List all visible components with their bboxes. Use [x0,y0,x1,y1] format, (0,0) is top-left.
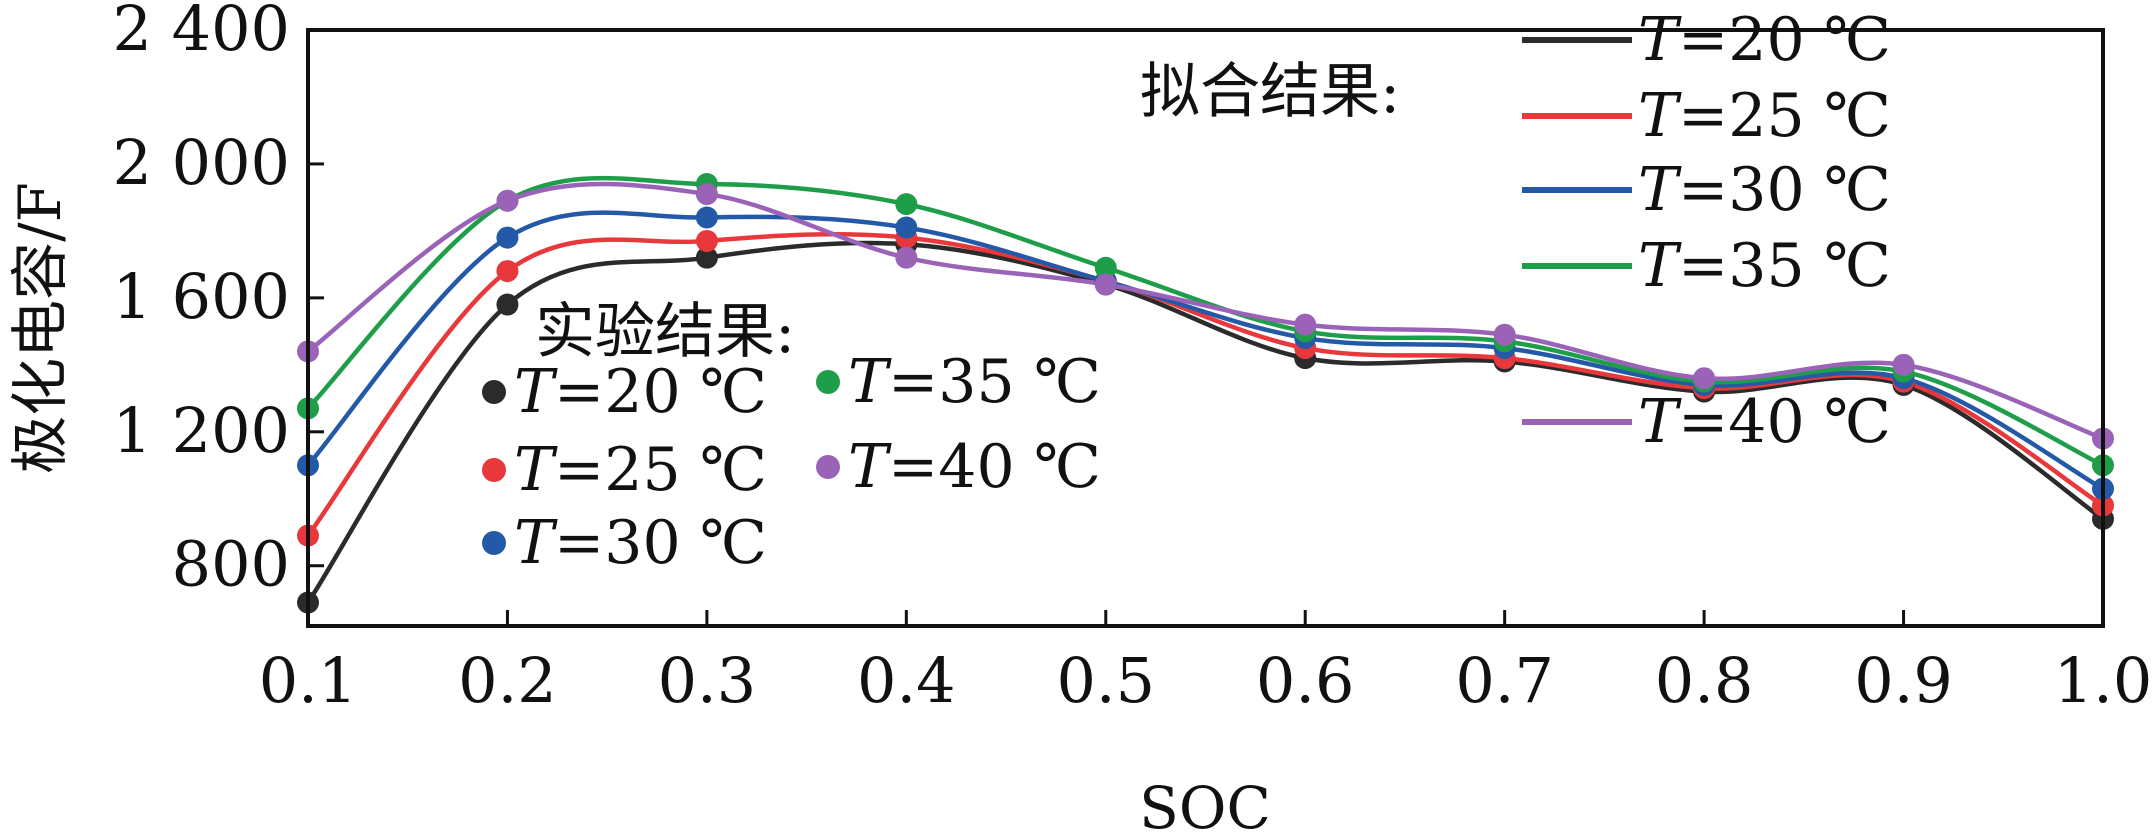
fit-legend-entry: T=25 ℃ [1638,81,1891,151]
x-tick-label: 0.8 [1655,644,1754,717]
fit-line-series-0 [306,240,2105,604]
data-point-series-1 [496,260,519,283]
fit-legend-entry: T=35 ℃ [1638,231,1891,301]
x-tick-label: 0.7 [1455,644,1554,717]
y-tick-label: 1 200 [113,394,291,467]
experiment-legend-entry: T=35 ℃ [848,347,1101,417]
data-point-series-0 [695,246,718,269]
experiment-legend-marker [482,380,506,404]
x-axis: 0.1 0.2 0.3 0.4 0.5 0.6 0.7 0.8 0.9 1.0 [259,610,2153,717]
plot-frame [306,28,2105,628]
fit-legend-entry: T=40 ℃ [1638,387,1891,457]
x-tick-label: 0.3 [658,644,757,717]
y-axis-title: 极化电容/F [6,182,74,474]
experiment-legend-entry: T=40 ℃ [848,432,1101,502]
data-point-series-2 [695,206,718,229]
data-point-series-3 [895,193,918,216]
x-tick-label: 0.4 [857,644,956,717]
experiment-legend-marker [816,370,840,394]
data-point-series-4 [1892,353,1915,376]
data-point-series-4 [895,246,918,269]
data-point-series-2 [895,216,918,239]
x-tick-label: 0.9 [1854,644,1953,717]
data-point-series-4 [1094,273,1117,296]
data-point-series-0 [496,293,519,316]
experiment-legend-entry: T=20 ℃ [514,357,767,427]
data-point-series-2 [496,226,519,249]
data-point-series-4 [496,189,519,212]
fit-legend-entry: T=20 ℃ [1638,5,1891,75]
y-tick-label: 1 600 [113,260,291,333]
data-point-series-4 [695,183,718,206]
experiment-legend-marker [482,531,506,555]
x-tick-label: 0.1 [259,644,358,717]
fit-legend-title: 拟合结果: [1140,57,1400,127]
x-tick-label: 1.0 [2054,644,2153,717]
experiment-legend-marker [816,455,840,479]
x-axis-title: SOC [1139,774,1271,839]
experiment-legend-entry: T=30 ℃ [514,508,767,578]
experiment-legend: 实验结果: T=20 ℃ T=25 ℃T=30 ℃ T=35 ℃ T=40 ℃ [482,297,1101,578]
x-tick-label: 0.5 [1056,644,1155,717]
data-point-series-4 [1294,313,1317,336]
experiment-legend-entry: T=25 ℃ [514,435,767,505]
data-point-series-3 [1094,256,1117,279]
experiment-legend-title: 实验结果: [535,297,795,367]
fit-line-series-2 [306,210,2105,491]
y-axis: 800 1 200 1 600 2 000 2 400 [113,0,324,601]
fit-legend: 拟合结果: T=20 ℃T=25 ℃T=30 ℃T=35 ℃ T=40 ℃ [1140,5,1891,457]
y-tick-label: 2 000 [113,126,291,199]
y-tick-label: 800 [172,528,290,601]
data-point-series-4 [1693,367,1716,390]
fit-line-series-4 [306,181,2104,441]
x-tick-label: 0.6 [1256,644,1355,717]
x-tick-label: 0.2 [458,644,557,717]
y-tick-label: 2 400 [113,0,291,65]
experiment-legend-marker [482,458,506,482]
data-point-series-4 [1493,323,1516,346]
fit-legend-entry: T=30 ℃ [1638,155,1891,225]
fit-lines [306,175,2105,604]
data-point-series-1 [695,229,718,252]
fit-line-series-3 [306,175,2104,468]
